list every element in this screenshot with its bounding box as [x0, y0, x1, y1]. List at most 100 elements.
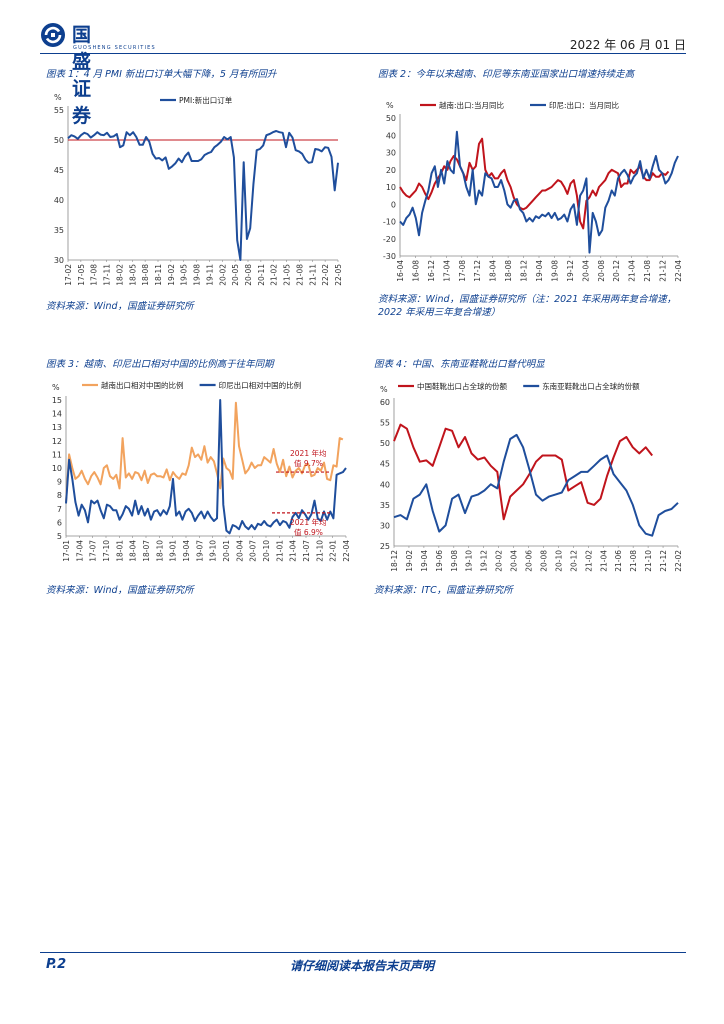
x-tick-label: 22-02 — [674, 550, 683, 572]
x-tick-label: 17-08 — [458, 260, 467, 282]
x-tick-label: 21-12 — [659, 260, 668, 282]
y-tick-label: -30 — [383, 252, 396, 261]
x-tick-label: 19-01 — [169, 540, 178, 562]
x-tick-label: 16-04 — [396, 260, 405, 282]
x-tick-label: 20-12 — [569, 550, 578, 572]
x-tick-label: 17-12 — [473, 260, 482, 282]
chart-2: -30 -20 -10 0 10 20 30 40 50% 16-04 16-08 16-12 17-0… — [383, 100, 683, 282]
y-tick-label: -20 — [383, 235, 396, 244]
legend-label-1: 越南出口相对中国的比例 — [101, 380, 184, 390]
x-tick-label: 21-10 — [315, 540, 324, 562]
x-tick-label: 21-12 — [659, 550, 668, 572]
x-tick-label: 22-01 — [329, 540, 338, 562]
x-tick-label: 19-11 — [205, 264, 214, 286]
y-axis-unit: % — [386, 101, 394, 110]
x-tick-label: 20-02 — [218, 264, 227, 286]
x-tick-label: 18-04 — [129, 540, 138, 562]
x-tick-label: 18-12 — [390, 550, 399, 572]
x-tick-label: 20-07 — [249, 540, 258, 562]
y-tick-label: 10 — [386, 183, 396, 192]
x-tick-label: 20-04 — [510, 550, 519, 572]
x-tick-label: 22-04 — [342, 540, 351, 562]
x-tick-label: 21-07 — [302, 540, 311, 562]
x-tick-label: 21-08 — [295, 264, 304, 286]
x-tick-label: 18-01 — [115, 540, 124, 562]
y-tick-label: 10 — [52, 464, 62, 473]
x-tick-label: 18-08 — [141, 264, 150, 286]
x-tick-label: 19-12 — [480, 550, 489, 572]
x-tick-label: 19-02 — [167, 264, 176, 286]
x-tick-label: 22-02 — [321, 264, 330, 286]
x-tick-label: 21-05 — [283, 264, 292, 286]
x-tick-label: 17-10 — [102, 540, 111, 562]
y-tick-label: 13 — [52, 423, 62, 432]
chart-1: 30 35 40 45 50 55% 17-02 17-05 17-08 17-11 18-02 18… — [54, 93, 343, 286]
x-tick-label: 20-01 — [222, 540, 231, 562]
y-tick-label: 15 — [52, 396, 62, 405]
x-tick-label: 19-12 — [566, 260, 575, 282]
x-tick-label: 19-08 — [550, 260, 559, 282]
annotation-label-1b: 值 9.7% — [294, 458, 323, 468]
y-tick-label: 12 — [52, 437, 62, 446]
y-tick-label: 45 — [380, 460, 390, 469]
y-tick-label: 6 — [57, 518, 62, 527]
x-tick-label: 19-05 — [180, 264, 189, 286]
x-tick-label: 18-08 — [504, 260, 513, 282]
x-tick-label: 21-04 — [628, 260, 637, 282]
x-tick-label: 18-04 — [489, 260, 498, 282]
y-tick-label: 35 — [380, 501, 390, 510]
x-tick-label: 18-11 — [154, 264, 163, 286]
annotation-label-1: 2021 年均 — [290, 448, 326, 458]
x-tick-label: 18-02 — [115, 264, 124, 286]
y-tick-label: 25 — [380, 542, 390, 551]
x-tick-label: 19-06 — [435, 550, 444, 572]
x-tick-label: 18-10 — [155, 540, 164, 562]
x-tick-label: 20-05 — [231, 264, 240, 286]
report-date: 2022 年 06 月 01 日 — [569, 38, 686, 52]
series-line-2 — [65, 399, 347, 535]
series-line-2 — [399, 130, 679, 254]
x-tick-label: 18-07 — [142, 540, 151, 562]
x-tick-label: 20-10 — [262, 540, 271, 562]
x-tick-label: 19-04 — [182, 540, 191, 562]
y-tick-label: -10 — [383, 218, 396, 227]
x-tick-label: 19-04 — [535, 260, 544, 282]
y-tick-label: 40 — [386, 131, 396, 140]
x-tick-label: 21-06 — [614, 550, 623, 572]
y-tick-label: 11 — [52, 450, 62, 459]
chart-1-title: 图表 1：4 月 PMI 新出口订单大幅下降，5 月有所回升 — [46, 69, 277, 80]
y-tick-label: 55 — [54, 106, 64, 115]
x-tick-label: 19-10 — [209, 540, 218, 562]
x-tick-label: 20-08 — [539, 550, 548, 572]
series-line-2 — [393, 433, 679, 537]
y-tick-label: 55 — [380, 419, 390, 428]
y-tick-label: 45 — [54, 166, 64, 175]
y-tick-label: 0 — [391, 200, 396, 209]
y-axis-unit: % — [54, 93, 62, 102]
chart-4-source: 资料来源：ITC，国盛证券研究所 — [374, 585, 513, 596]
x-tick-label: 20-04 — [581, 260, 590, 282]
x-tick-label: 21-04 — [289, 540, 298, 562]
chart-4-title: 图表 4：中国、东南亚鞋靴出口替代明显 — [374, 359, 545, 370]
chart-3: 5 6 7 8 9 10 11 12 13 14 15% 17-01 17-04 17-07 17-10 18… — [52, 380, 351, 562]
y-tick-label: 9 — [57, 478, 62, 487]
x-tick-label: 16-08 — [411, 260, 420, 282]
chart-2-source: 资料来源：Wind，国盛证券研究所（注：2021 年采用两年复合增速，2022 … — [378, 294, 677, 318]
series-line-1 — [393, 423, 653, 521]
x-tick-label: 17-05 — [77, 264, 86, 286]
chart-3-source: 资料来源：Wind，国盛证券研究所 — [46, 585, 194, 596]
x-tick-label: 19-02 — [405, 550, 414, 572]
x-tick-label: 19-04 — [420, 550, 429, 572]
x-tick-label: 20-04 — [235, 540, 244, 562]
chart-1-source: 资料来源：Wind，国盛证券研究所 — [46, 301, 194, 312]
chart-4: 25 30 35 40 45 50 55 60% 18-12 19-02 19-04 19-06 19-… — [380, 381, 683, 572]
legend-label-1: 越南:出口:当月同比 — [439, 100, 505, 110]
legend-label-1: 中国鞋靴出口占全球的份额 — [417, 381, 507, 391]
x-tick-label: 17-01 — [62, 540, 71, 562]
y-tick-label: 5 — [57, 532, 62, 541]
x-tick-label: 19-08 — [193, 264, 202, 286]
annotation-label-2: 2021 年均 — [290, 517, 326, 527]
y-tick-label: 40 — [380, 480, 390, 489]
x-tick-label: 20-12 — [612, 260, 621, 282]
x-tick-label: 17-04 — [75, 540, 84, 562]
